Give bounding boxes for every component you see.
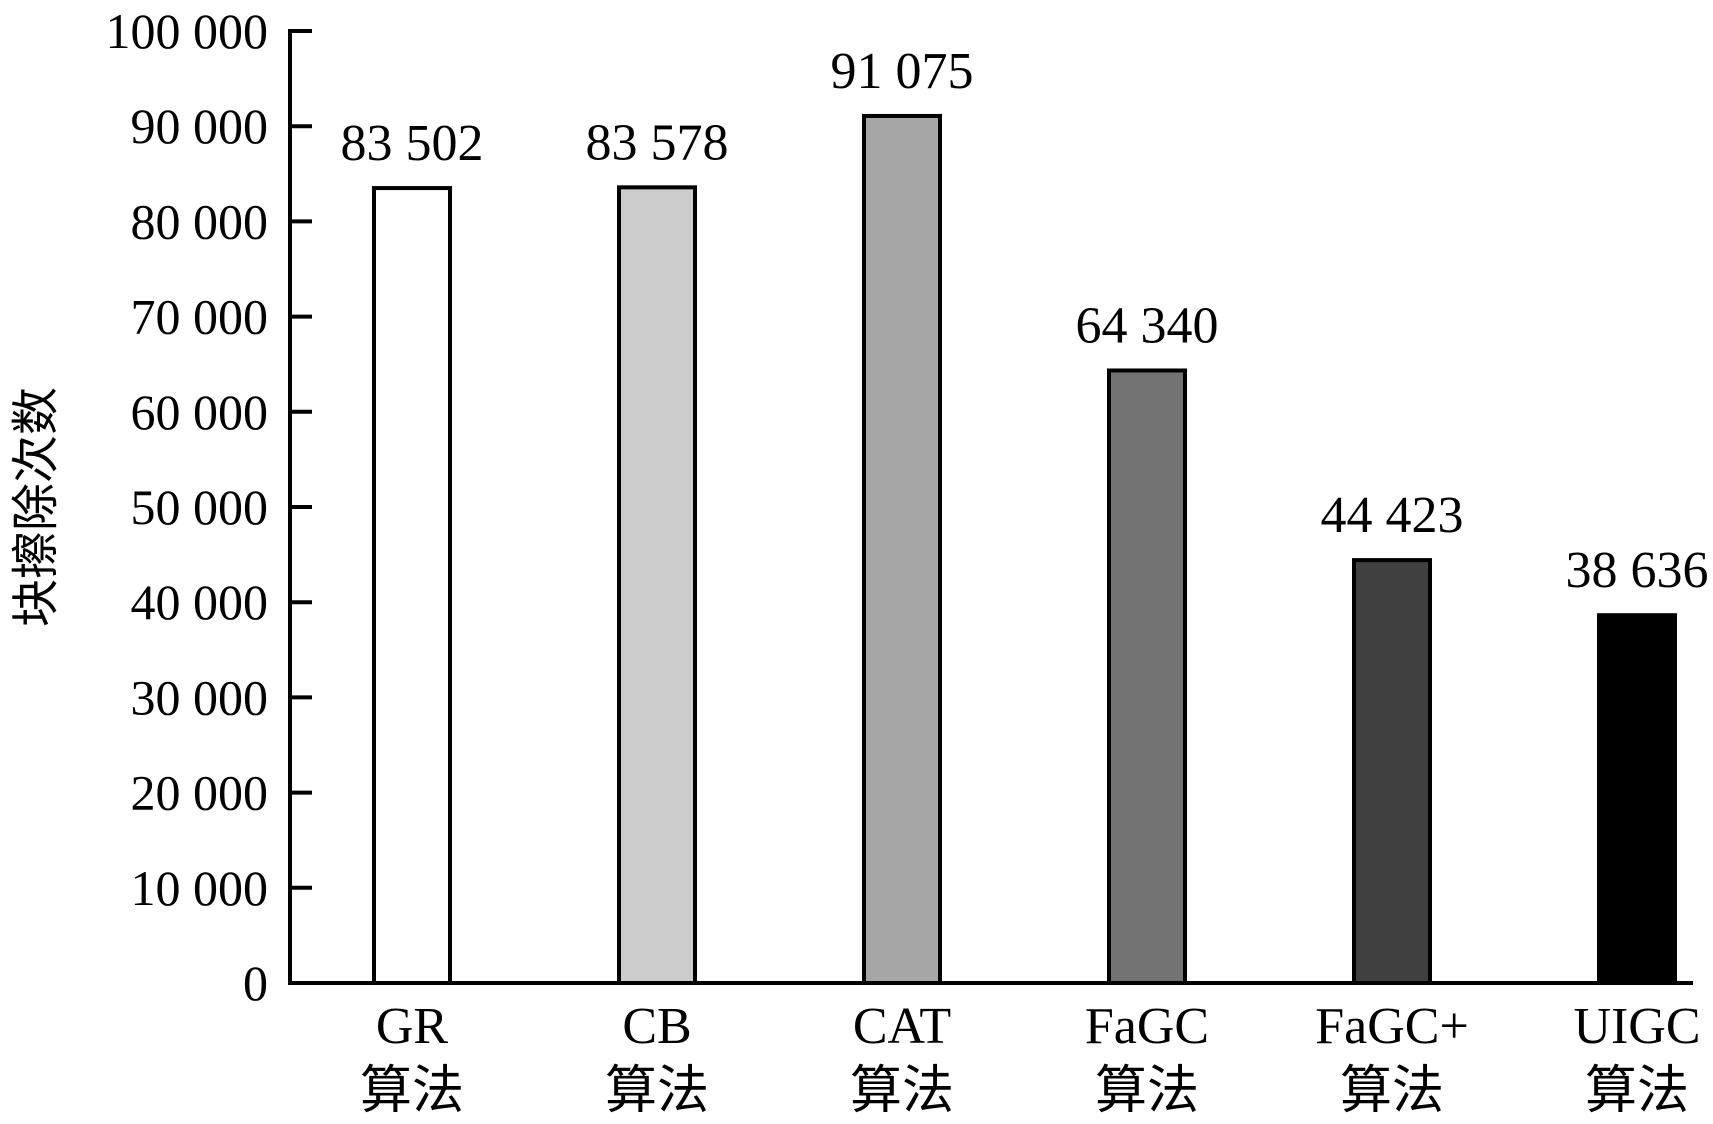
y-axis-label: 块擦除次数 <box>8 387 64 627</box>
y-tick-label-0: 0 <box>243 955 268 1011</box>
y-tick-label-6: 60 000 <box>131 384 269 440</box>
category-label-4: FaGC+ <box>1315 998 1469 1055</box>
y-tick-label-2: 20 000 <box>131 765 269 821</box>
category-label-5: UIGC <box>1573 998 1700 1055</box>
category-label-0: GR <box>376 998 449 1055</box>
value-label-1: 83 578 <box>586 114 729 171</box>
category-sublabel-2: 算法 <box>850 1063 954 1120</box>
bar-1 <box>617 185 697 985</box>
y-tick-label-10: 100 000 <box>106 3 269 59</box>
category-sublabel-4: 算法 <box>1340 1063 1444 1120</box>
category-label-2: CAT <box>853 998 951 1055</box>
axes-layer <box>288 29 1693 985</box>
category-sublabel-5: 算法 <box>1585 1063 1689 1120</box>
category-sublabel-1: 算法 <box>605 1063 709 1120</box>
value-label-0: 83 502 <box>341 115 484 172</box>
category-label-1: CB <box>622 998 691 1055</box>
bars-layer <box>372 113 1677 986</box>
y-tick-label-3: 30 000 <box>131 669 269 725</box>
value-label-5: 38 636 <box>1566 542 1709 599</box>
category-label-3: FaGC <box>1085 998 1209 1055</box>
category-sublabel-0: 算法 <box>360 1063 464 1120</box>
y-tick-label-9: 90 000 <box>131 98 269 154</box>
y-tick-label-7: 70 000 <box>131 289 269 345</box>
y-tick-label-4: 40 000 <box>131 574 269 630</box>
bar-3 <box>1107 368 1187 985</box>
y-tick-label-5: 50 000 <box>131 479 269 535</box>
bar-4 <box>1352 558 1432 985</box>
y-tick-label-1: 10 000 <box>131 860 269 916</box>
bar-0 <box>372 186 452 985</box>
value-label-2: 91 075 <box>831 43 974 100</box>
bar-5 <box>1597 613 1677 986</box>
bar-2 <box>862 113 942 985</box>
value-label-3: 64 340 <box>1076 297 1219 354</box>
value-label-4: 44 423 <box>1321 487 1464 544</box>
category-sublabel-3: 算法 <box>1095 1063 1199 1120</box>
y-tick-label-8: 80 000 <box>131 193 269 249</box>
labels-layer: 83 502 GR 算法 83 578 CB 算法 91 075 CAT 算法 64 340 FaG… <box>106 3 1709 1120</box>
